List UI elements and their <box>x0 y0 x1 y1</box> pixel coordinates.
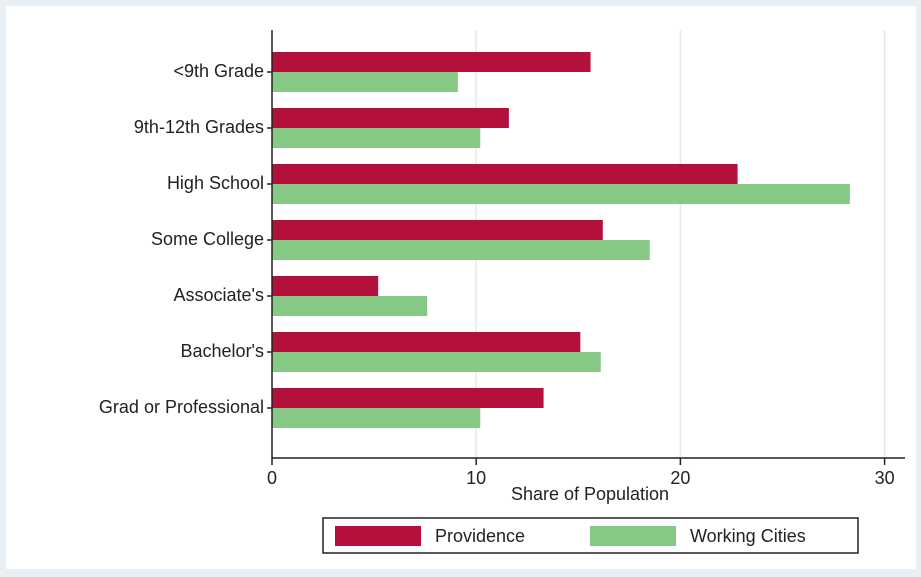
y-tick-label: Some College <box>151 229 264 249</box>
bar <box>272 164 738 184</box>
bar <box>272 276 379 296</box>
y-tick-label: High School <box>167 173 264 193</box>
x-tick-label: 20 <box>670 468 690 488</box>
chart-background <box>6 6 916 569</box>
bar <box>272 296 428 316</box>
legend-swatch <box>335 526 421 546</box>
bar <box>272 128 481 148</box>
legend-label: Working Cities <box>690 526 806 546</box>
legend-label: Providence <box>435 526 525 546</box>
bar <box>272 52 591 72</box>
y-tick-label: Bachelor's <box>181 341 264 361</box>
bar <box>272 388 544 408</box>
bar <box>272 108 509 128</box>
bar <box>272 72 458 92</box>
x-axis-title: Share of Population <box>511 484 669 504</box>
bar <box>272 220 603 240</box>
y-tick-label: Associate's <box>174 285 264 305</box>
bar <box>272 240 650 260</box>
y-tick-label: <9th Grade <box>173 61 264 81</box>
bar <box>272 408 481 428</box>
x-tick-label: 10 <box>466 468 486 488</box>
x-tick-label: 0 <box>267 468 277 488</box>
bar <box>272 352 601 372</box>
bar <box>272 184 850 204</box>
y-tick-label: 9th-12th Grades <box>134 117 264 137</box>
x-tick-label: 30 <box>875 468 895 488</box>
bar <box>272 332 581 352</box>
legend-swatch <box>590 526 676 546</box>
y-tick-label: Grad or Professional <box>99 397 264 417</box>
